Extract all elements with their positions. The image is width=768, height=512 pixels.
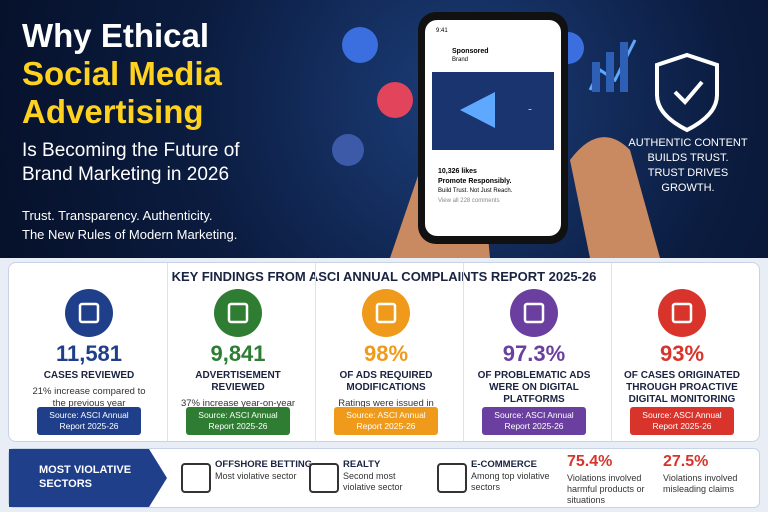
finding-card: 97.3% OF PROBLEMATIC ADS WERE ON DIGITAL … xyxy=(463,263,604,441)
icon-glyph xyxy=(375,302,397,324)
sector-name: E-COMMERCE xyxy=(471,459,537,470)
card-description: 21% increase compared to the previous ye… xyxy=(32,386,146,409)
sector-name: OFFSHORE BETTING xyxy=(215,459,313,470)
stat-note: Violations involved misleading claims xyxy=(663,473,738,494)
sector-name: REALTY xyxy=(343,459,381,470)
icon-glyph xyxy=(671,302,693,324)
sectors-title: MOST VIOLATIVE SECTORS xyxy=(39,464,132,490)
badge-text: AUTHENTIC CONTENT BUILDS TRUST. TRUST DR… xyxy=(628,137,748,194)
phone-likes: 10,326 likes xyxy=(438,168,477,175)
title-line: Why Ethical xyxy=(22,17,210,54)
card-source: Source: ASCI Annual Report 2025-26 xyxy=(186,407,290,435)
sector-note: Most violative sector xyxy=(215,471,297,481)
subtitle-line: Is Becoming the Future of xyxy=(22,140,240,161)
title-line: Social Media xyxy=(22,55,222,92)
stat-value: 75.4% xyxy=(567,453,613,470)
finding-card: 93% OF CASES ORIGINATED THROUGH PROACTIVE… xyxy=(611,263,752,441)
card-icon xyxy=(65,289,113,337)
title-line: Advertising xyxy=(22,93,204,130)
finding-card: 9,841 ADVERTISEMENT REVIEWED 37% increase … xyxy=(167,263,308,441)
sector-icon xyxy=(309,463,339,493)
subtitle-line: Brand Marketing in 2026 xyxy=(22,164,230,185)
card-label: OF CASES ORIGINATED THROUGH PROACTIVE DI… xyxy=(624,370,740,405)
sectors-arrow xyxy=(9,449,167,507)
phone-time: 9:41 xyxy=(436,28,448,34)
phone-account: Sponsored xyxy=(452,48,489,55)
card-number: 11,581 xyxy=(55,341,123,366)
card-source: Source: ASCI Annual Report 2025-26 xyxy=(334,407,438,435)
sector-note: Second most violative sector xyxy=(343,471,403,492)
icon-glyph xyxy=(227,302,249,324)
sector-icon xyxy=(437,463,467,493)
icon-glyph xyxy=(523,302,545,324)
card-number: 93% xyxy=(659,341,705,366)
phone-caption-sub: Build Trust. Not Just Reach. xyxy=(438,188,513,194)
phone-caption: Promote Responsibly. xyxy=(438,178,512,185)
hero-art xyxy=(332,12,719,258)
findings-panel: KEY FINDINGS FROM ASCI ANNUAL COMPLAINTS… xyxy=(8,262,760,442)
finding-card: 11,581 CASES REVIEWED 21% increase compare… xyxy=(19,263,159,441)
card-label: CASES REVIEWED xyxy=(43,370,135,381)
tagline: The New Rules of Modern Marketing. xyxy=(22,227,238,242)
card-number: 97.3% xyxy=(502,341,566,366)
phone-comments: View all 228 comments xyxy=(438,198,500,204)
card-icon xyxy=(214,289,262,337)
sector-icon xyxy=(181,463,211,493)
findings-title: KEY FINDINGS FROM ASCI ANNUAL COMPLAINTS… xyxy=(171,269,597,284)
card-source: Source: ASCI Annual Report 2025-26 xyxy=(482,407,586,435)
sector-note: Among top violative sectors xyxy=(471,471,550,492)
stat-value: 27.5% xyxy=(663,453,709,470)
card-description: 37% increase year-on-year xyxy=(180,398,296,409)
tagline: Trust. Transparency. Authenticity. xyxy=(22,208,213,223)
card-number: 98% xyxy=(363,341,409,366)
stat-note: Violations involved harmful products or … xyxy=(567,473,645,505)
card-label: OF ADS REQUIRED MODIFICATIONS xyxy=(339,370,433,393)
card-icon xyxy=(658,289,706,337)
card-label: OF PROBLEMATIC ADS WERE ON DIGITAL PLATF… xyxy=(477,370,591,405)
card-source: Source: ASCI Annual Report 2025-26 xyxy=(630,407,734,435)
card-number: 9,841 xyxy=(210,341,266,366)
phone-account-sub: Brand xyxy=(452,57,469,63)
hero: Why Ethical Social Media Advertising Is … xyxy=(0,0,768,258)
card-icon xyxy=(510,289,558,337)
card-source: Source: ASCI Annual Report 2025-26 xyxy=(37,407,141,435)
finding-card: 98% OF ADS REQUIRED MODIFICATIONS Ratings … xyxy=(315,263,456,441)
card-label: ADVERTISEMENT REVIEWED xyxy=(195,370,281,393)
icon-glyph xyxy=(78,302,100,324)
sectors-strip: MOST VIOLATIVE SECTORS OFFSHORE BETTING M… xyxy=(8,448,760,508)
card-icon xyxy=(362,289,410,337)
